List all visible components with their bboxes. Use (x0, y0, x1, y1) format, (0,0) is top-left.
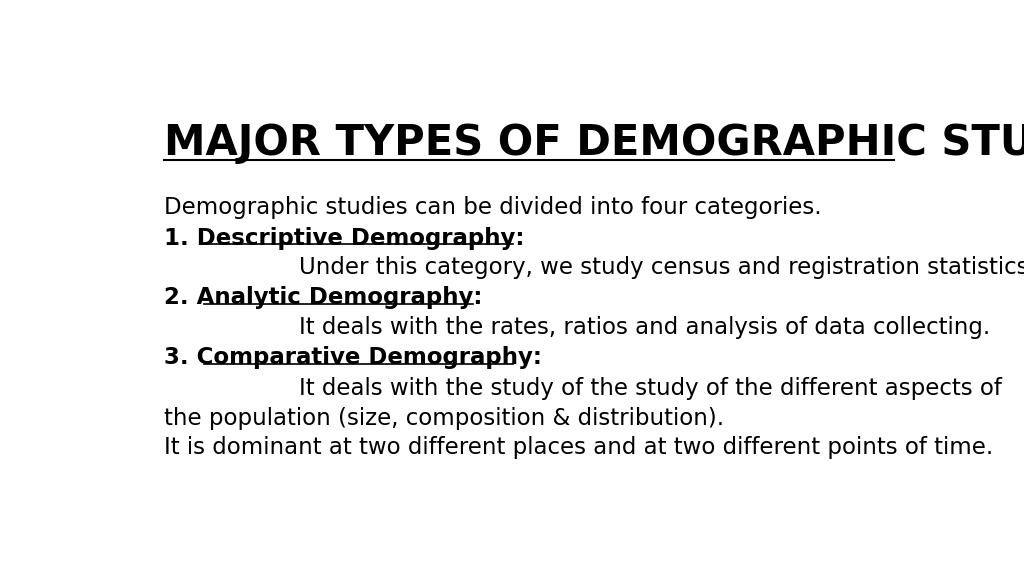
Text: It deals with the rates, ratios and analysis of data collecting.: It deals with the rates, ratios and anal… (299, 316, 990, 339)
Text: 3. Comparative Demography:: 3. Comparative Demography: (164, 346, 542, 369)
Text: the population (size, composition & distribution).: the population (size, composition & dist… (164, 407, 724, 430)
Text: 2. Analytic Demography:: 2. Analytic Demography: (164, 286, 482, 309)
Text: MAJOR TYPES OF DEMOGRAPHIC STUDIES:: MAJOR TYPES OF DEMOGRAPHIC STUDIES: (164, 122, 1024, 164)
Text: It deals with the study of the study of the different aspects of: It deals with the study of the study of … (299, 377, 1001, 400)
Text: It is dominant at two different places and at two different points of time.: It is dominant at two different places a… (164, 437, 993, 459)
Text: Demographic studies can be divided into four categories.: Demographic studies can be divided into … (164, 195, 821, 218)
Text: 1. Descriptive Demography:: 1. Descriptive Demography: (164, 226, 524, 249)
Text: Under this category, we study census and registration statistics.: Under this category, we study census and… (299, 256, 1024, 279)
